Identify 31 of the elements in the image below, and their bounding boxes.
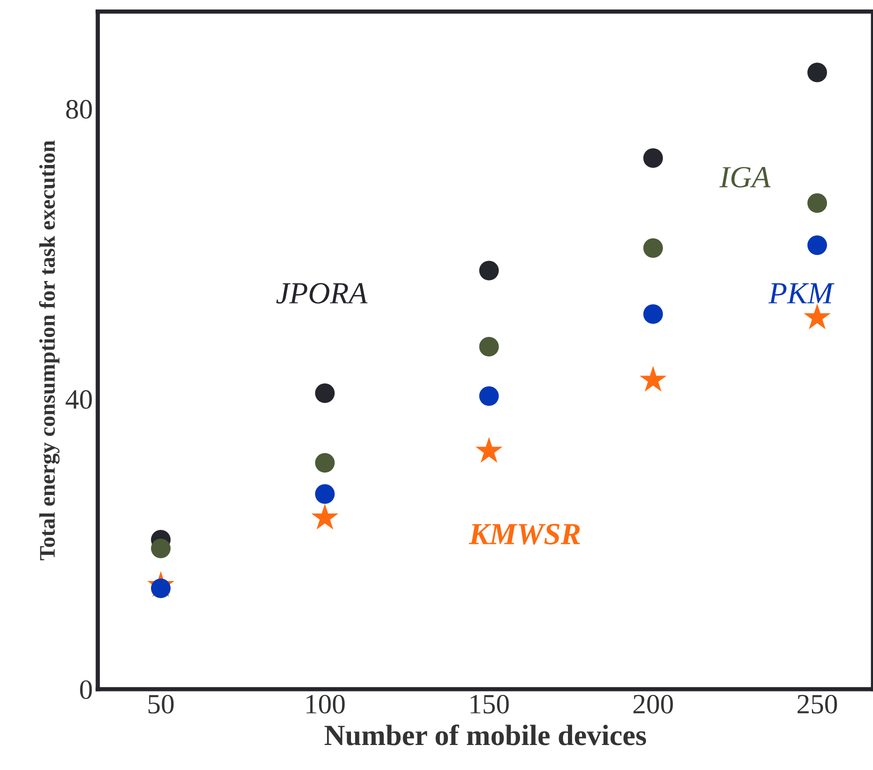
point [475,436,503,463]
point [479,386,499,406]
point [643,304,663,324]
point [479,260,499,280]
point [479,336,499,357]
y-tick-label: 40 [66,390,92,409]
x-tick-label: 50 [148,694,174,714]
text: KMWSR [468,524,580,545]
y-tick-label: 0 [80,680,92,700]
point [807,62,828,82]
x-tick-label: 100 [306,694,345,714]
series-label: IGA [719,166,771,188]
x-axis-title: Number of mobile devices [324,724,646,746]
point [643,148,663,168]
x-tick-label: 250 [798,694,837,714]
x-tick-label: 150 [470,694,509,714]
x-tick-label: 200 [633,694,673,714]
y-tick-label: 80 [66,100,92,119]
point [807,235,828,255]
point [315,484,335,504]
point [311,504,338,530]
point [643,238,663,258]
point [315,452,335,473]
point [150,538,171,558]
point [640,366,667,392]
series-label: PKM [768,283,834,304]
point [315,383,335,403]
y-axis-title: Total energy consumption for task execution [39,140,60,560]
point [807,193,828,213]
point [804,303,831,330]
text: JPORA [276,283,368,304]
